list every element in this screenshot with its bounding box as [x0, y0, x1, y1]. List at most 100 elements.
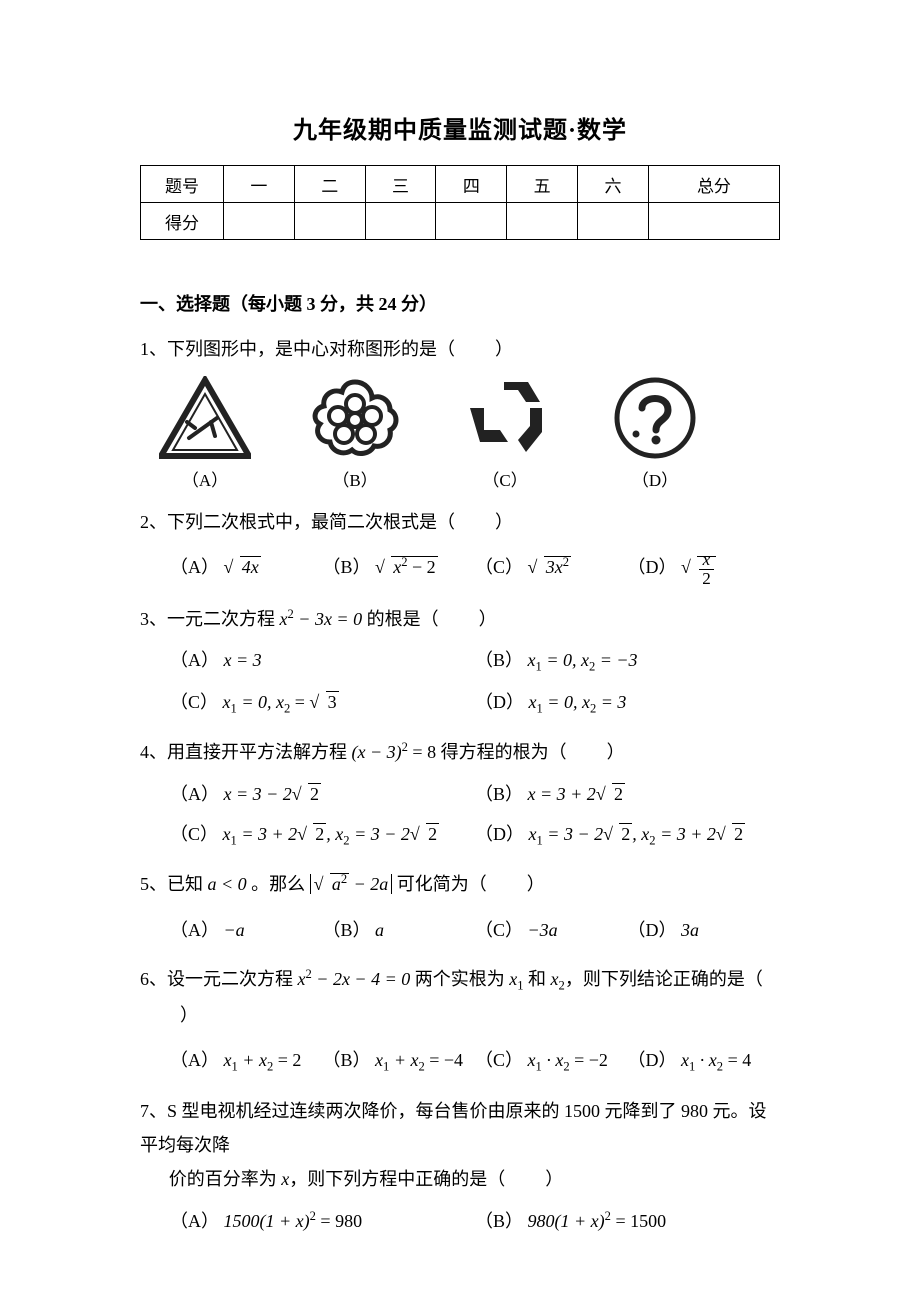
math: − 3x = 0	[294, 609, 362, 629]
question-7: 7、S 型电视机经过连续两次降价，每台售价由原来的 1500 元降到了 980 …	[140, 1094, 780, 1197]
math: −3a	[528, 920, 558, 940]
q6-option-b: （B） x1 + x2 = −4	[323, 1042, 476, 1080]
q4-option-d: （D） x1 = 3 − 22, x2 = 3 + 22	[475, 816, 780, 854]
q5-option-a: （A） −a	[170, 912, 323, 948]
col-head: 三	[365, 166, 436, 203]
math: = 0, x	[237, 692, 284, 712]
math: x	[528, 1050, 536, 1070]
q2-option-d: （D） x2	[628, 549, 781, 587]
math: x = 3 + 2	[528, 784, 596, 804]
opt-label: （D）	[475, 692, 524, 712]
math: 980(1 + x)	[528, 1211, 605, 1231]
q4-stem: 得方程的根为（	[436, 742, 567, 762]
q5-options: （A） −a （B） a （C） −3a （D） 3a	[170, 912, 780, 948]
q1-option-b: （B）	[300, 376, 410, 491]
opt-label: （D）	[628, 557, 677, 577]
q6-stem: 和	[524, 969, 551, 989]
q3-stem-end: ）	[479, 609, 497, 629]
q7-option-b: （B） 980(1 + x)2 = 1500	[475, 1203, 780, 1239]
math: 2	[612, 783, 625, 804]
opt-label: （B）	[323, 920, 371, 940]
flower-icon	[310, 376, 400, 460]
math: 2	[426, 823, 439, 844]
col-head: 五	[507, 166, 578, 203]
math: 2	[732, 823, 745, 844]
question-circle-icon	[612, 376, 698, 460]
math: a < 0	[208, 874, 247, 894]
opt-label: （C）	[475, 1050, 523, 1070]
opt-label: （B）	[475, 650, 523, 670]
math: 2	[563, 555, 569, 569]
score-cell	[507, 203, 578, 240]
q2-options: （A） 4x （B） x2 − 2 （C） 3x2 （D） x2	[170, 549, 780, 587]
q1-label-c: （C）	[450, 466, 560, 491]
opt-label: （A）	[170, 1211, 219, 1231]
q7-stem-line1: 7、S 型电视机经过连续两次降价，每台售价由原来的 1500 元降到了 980 …	[140, 1101, 767, 1155]
q3-options-row2: （C） x1 = 0, x2 = 3 （D） x1 = 0, x2 = 3	[170, 684, 780, 722]
col-head: 二	[294, 166, 365, 203]
q5-stem-end: ）	[527, 874, 545, 894]
math: x	[224, 1050, 232, 1070]
score-cell	[436, 203, 507, 240]
score-cell	[294, 203, 365, 240]
q2-option-c: （C） 3x2	[475, 549, 628, 587]
math: (x − 3)	[352, 742, 402, 762]
recycle-arrows-icon	[460, 376, 550, 460]
math: x	[528, 650, 536, 670]
math: = 1500	[611, 1211, 666, 1231]
q6-option-d: （D） x1 · x2 = 4	[628, 1042, 781, 1080]
q1-option-d: （D）	[600, 376, 710, 491]
math: 2	[699, 570, 714, 588]
math: 3x	[546, 557, 563, 577]
opt-label: （C）	[475, 920, 523, 940]
math: x = 3 − 2	[224, 784, 292, 804]
math: = 3 + 2	[656, 824, 716, 844]
q2-option-b: （B） x2 − 2	[323, 549, 476, 587]
q5-stem: 5、已知	[140, 874, 208, 894]
math: = 4	[723, 1050, 751, 1070]
q5-option-c: （C） −3a	[475, 912, 628, 948]
q1-figures: （A） （B）	[150, 376, 780, 491]
q1-stem: 1、下列图形中，是中心对称图形的是（	[140, 339, 455, 359]
math-rad: 4x	[240, 556, 261, 577]
q5-option-b: （B） a	[323, 912, 476, 948]
q3-option-d: （D） x1 = 0, x2 = 3	[475, 684, 780, 722]
math: 3a	[681, 920, 699, 940]
col-head: 总分	[648, 166, 779, 203]
opt-label: （C）	[475, 557, 523, 577]
table-row: 得分	[141, 203, 780, 240]
opt-label: （A）	[170, 784, 219, 804]
math: x	[223, 824, 231, 844]
math: x	[529, 824, 537, 844]
math: = 3 + 2	[237, 824, 297, 844]
score-cell	[648, 203, 779, 240]
math: −a	[224, 920, 245, 940]
q1-stem-end: ）	[495, 339, 513, 359]
q6-stem: 6、设一元二次方程	[140, 969, 298, 989]
row-label: 得分	[141, 203, 224, 240]
question-2: 2、下列二次根式中，最简二次根式是（）	[140, 505, 780, 539]
q3-option-a: （A） x = 3	[170, 642, 475, 680]
math: 2	[313, 823, 326, 844]
q4-stem: 4、用直接开平方法解方程	[140, 742, 352, 762]
opt-label: （C）	[170, 824, 218, 844]
score-table: 题号 一 二 三 四 五 六 总分 得分	[140, 165, 780, 240]
q5-stem: 可化简为（	[392, 874, 487, 894]
q6-stem: 两个实根为	[410, 969, 509, 989]
question-6: 6、设一元二次方程 x2 − 2x − 4 = 0 两个实根为 x1 和 x2，…	[140, 962, 780, 1033]
opt-label: （A）	[170, 1050, 219, 1070]
math: + x	[389, 1050, 418, 1070]
q4-options-row2: （C） x1 = 3 + 22, x2 = 3 − 22 （D） x1 = 3 …	[170, 816, 780, 854]
q4-stem-end: ）	[607, 742, 625, 762]
math: − 2x − 4 = 0	[312, 969, 410, 989]
text: 价的百分率为	[169, 1169, 282, 1189]
math: a	[375, 920, 384, 940]
col-head: 一	[224, 166, 295, 203]
math: = 980	[316, 1211, 362, 1231]
q7-stem-line2: 价的百分率为 x，则下列方程中正确的是（）	[140, 1169, 563, 1189]
opt-label: （C）	[170, 692, 218, 712]
col-head: 四	[436, 166, 507, 203]
math: = 2	[273, 1050, 301, 1070]
math: x	[298, 969, 306, 989]
opt-label: （B）	[475, 784, 523, 804]
